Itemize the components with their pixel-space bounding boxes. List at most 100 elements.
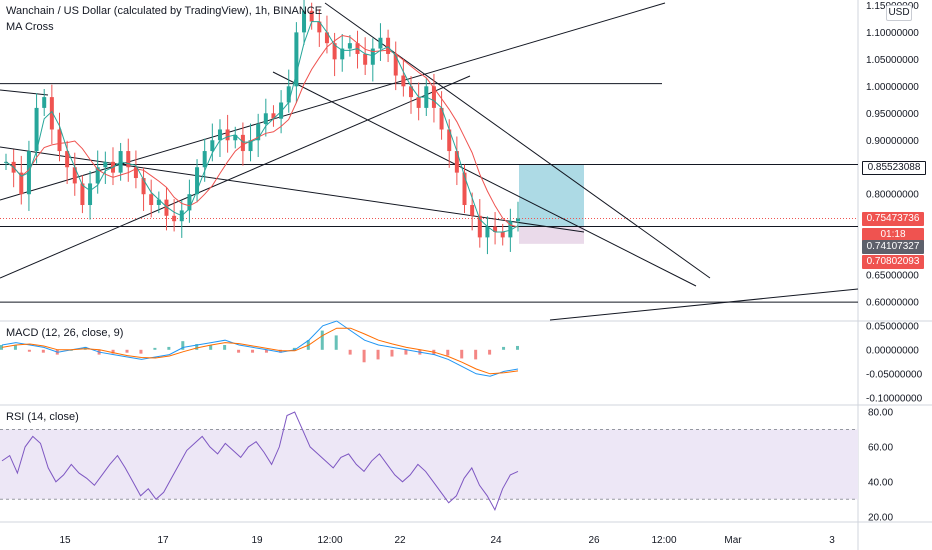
stop-zone — [519, 226, 584, 244]
candle-body — [516, 218, 520, 222]
candle-body — [256, 124, 261, 141]
candle-body — [386, 37, 391, 54]
rsi-line — [1, 411, 519, 512]
candle-body — [80, 183, 85, 206]
macd-histogram-bar — [237, 349, 241, 353]
price-tick-label: 1.10000000 — [866, 28, 919, 39]
macd-histogram-bar — [334, 335, 338, 350]
macd-histogram-bar — [0, 345, 3, 350]
candle-body — [263, 113, 268, 125]
time-tick-label: 12:00 — [317, 535, 342, 546]
macd-histogram-bar — [404, 349, 408, 355]
candle-body — [370, 48, 375, 65]
macd-histogram-bar — [446, 349, 450, 356]
currency-button[interactable]: USD — [886, 5, 912, 21]
price-tick-label: 0.60000000 — [866, 298, 919, 309]
candle-body — [439, 107, 444, 130]
time-tick-label: 24 — [490, 535, 502, 546]
candle-body — [95, 167, 100, 184]
macd-histogram-bar — [516, 345, 519, 350]
price-tick-label: 0.65000000 — [866, 271, 919, 282]
macd-histogram-bar — [362, 349, 366, 363]
stop-price-tag: 0.70802093 — [862, 255, 924, 269]
candle-body — [401, 75, 406, 87]
candle-body — [271, 113, 276, 119]
time-tick-label: 22 — [394, 535, 406, 546]
macd-histogram-bar — [320, 330, 324, 350]
macd-histogram-bar — [41, 349, 45, 353]
candle-body — [195, 167, 200, 195]
candle-body — [57, 129, 62, 152]
entry-price-tag: 0.74107327 — [862, 240, 924, 254]
trend-line — [0, 146, 585, 233]
macd-histogram-bar — [125, 349, 129, 353]
candle-body — [340, 48, 345, 60]
macd-histogram-bar — [264, 349, 268, 353]
macd-histogram-bar — [153, 347, 157, 350]
macd-tick-label: 0.00000000 — [866, 345, 919, 356]
macd-histogram-bar — [390, 349, 394, 357]
target-price-tag: 0.85523088 — [862, 161, 926, 175]
macd-histogram-bar — [139, 349, 143, 354]
rsi-title: RSI (14, close) — [6, 411, 79, 423]
macd-tick-label: -0.10000000 — [866, 393, 923, 404]
candle-body — [72, 167, 77, 184]
candle-body — [500, 231, 505, 238]
rsi-tick-label: 40.00 — [868, 477, 893, 488]
trend-line — [272, 71, 697, 287]
candle-body — [378, 37, 383, 49]
candle-body — [363, 53, 368, 65]
candle-body — [164, 199, 169, 216]
macd-tick-label: 0.05000000 — [866, 321, 919, 332]
candle-body — [172, 215, 177, 222]
candle-body — [225, 129, 230, 141]
candle-body — [508, 221, 513, 238]
macd-histogram-bar — [195, 344, 199, 350]
macd-histogram-bar — [181, 341, 185, 350]
price-tick-label: 0.80000000 — [866, 190, 919, 201]
candle-body — [88, 183, 93, 206]
time-tick-label: 3 — [829, 535, 835, 546]
candle-body — [156, 199, 161, 206]
price-tick-label: 0.95000000 — [866, 109, 919, 120]
macd-histogram-bar — [111, 349, 115, 354]
trend-line — [0, 89, 49, 96]
candle-body — [141, 178, 146, 195]
candle-body — [309, 10, 314, 22]
macd-signal-line — [1, 327, 519, 375]
macd-histogram-bar — [460, 349, 464, 359]
candle-body — [133, 167, 138, 179]
time-tick-label: 17 — [157, 535, 169, 546]
macd-histogram-bar — [474, 349, 478, 360]
candle-body — [324, 32, 329, 44]
candle-body — [65, 151, 70, 168]
candle-body — [210, 140, 215, 152]
macd-histogram-bar — [278, 349, 282, 353]
candle-body — [19, 172, 24, 195]
candle-body — [393, 53, 398, 76]
candle-body — [431, 86, 436, 108]
candle-body — [42, 97, 47, 108]
macd-histogram-bar — [376, 349, 380, 360]
time-tick-label: 19 — [251, 535, 263, 546]
candle-body — [248, 140, 253, 152]
ma-fast-line — [5, 21, 519, 233]
candle-body — [279, 102, 284, 119]
macd-line — [1, 320, 519, 377]
macd-tick-label: -0.05000000 — [866, 369, 923, 380]
macd-histogram-bar — [251, 349, 255, 353]
rsi-band — [0, 429, 858, 500]
candle-body — [34, 107, 39, 152]
time-tick-label: 26 — [588, 535, 600, 546]
candle-body — [332, 43, 337, 60]
macd-histogram-bar — [488, 349, 492, 355]
ma-slow-line — [5, 34, 519, 228]
chart-title: Wanchain / US Dollar (calculated by Trad… — [6, 5, 323, 17]
candle-body — [202, 151, 207, 168]
macd-histogram-bar — [502, 346, 506, 350]
time-tick-label: 12:00 — [651, 535, 676, 546]
macd-histogram-bar — [13, 345, 17, 350]
trend-line — [0, 75, 471, 279]
candle-body — [470, 205, 475, 216]
